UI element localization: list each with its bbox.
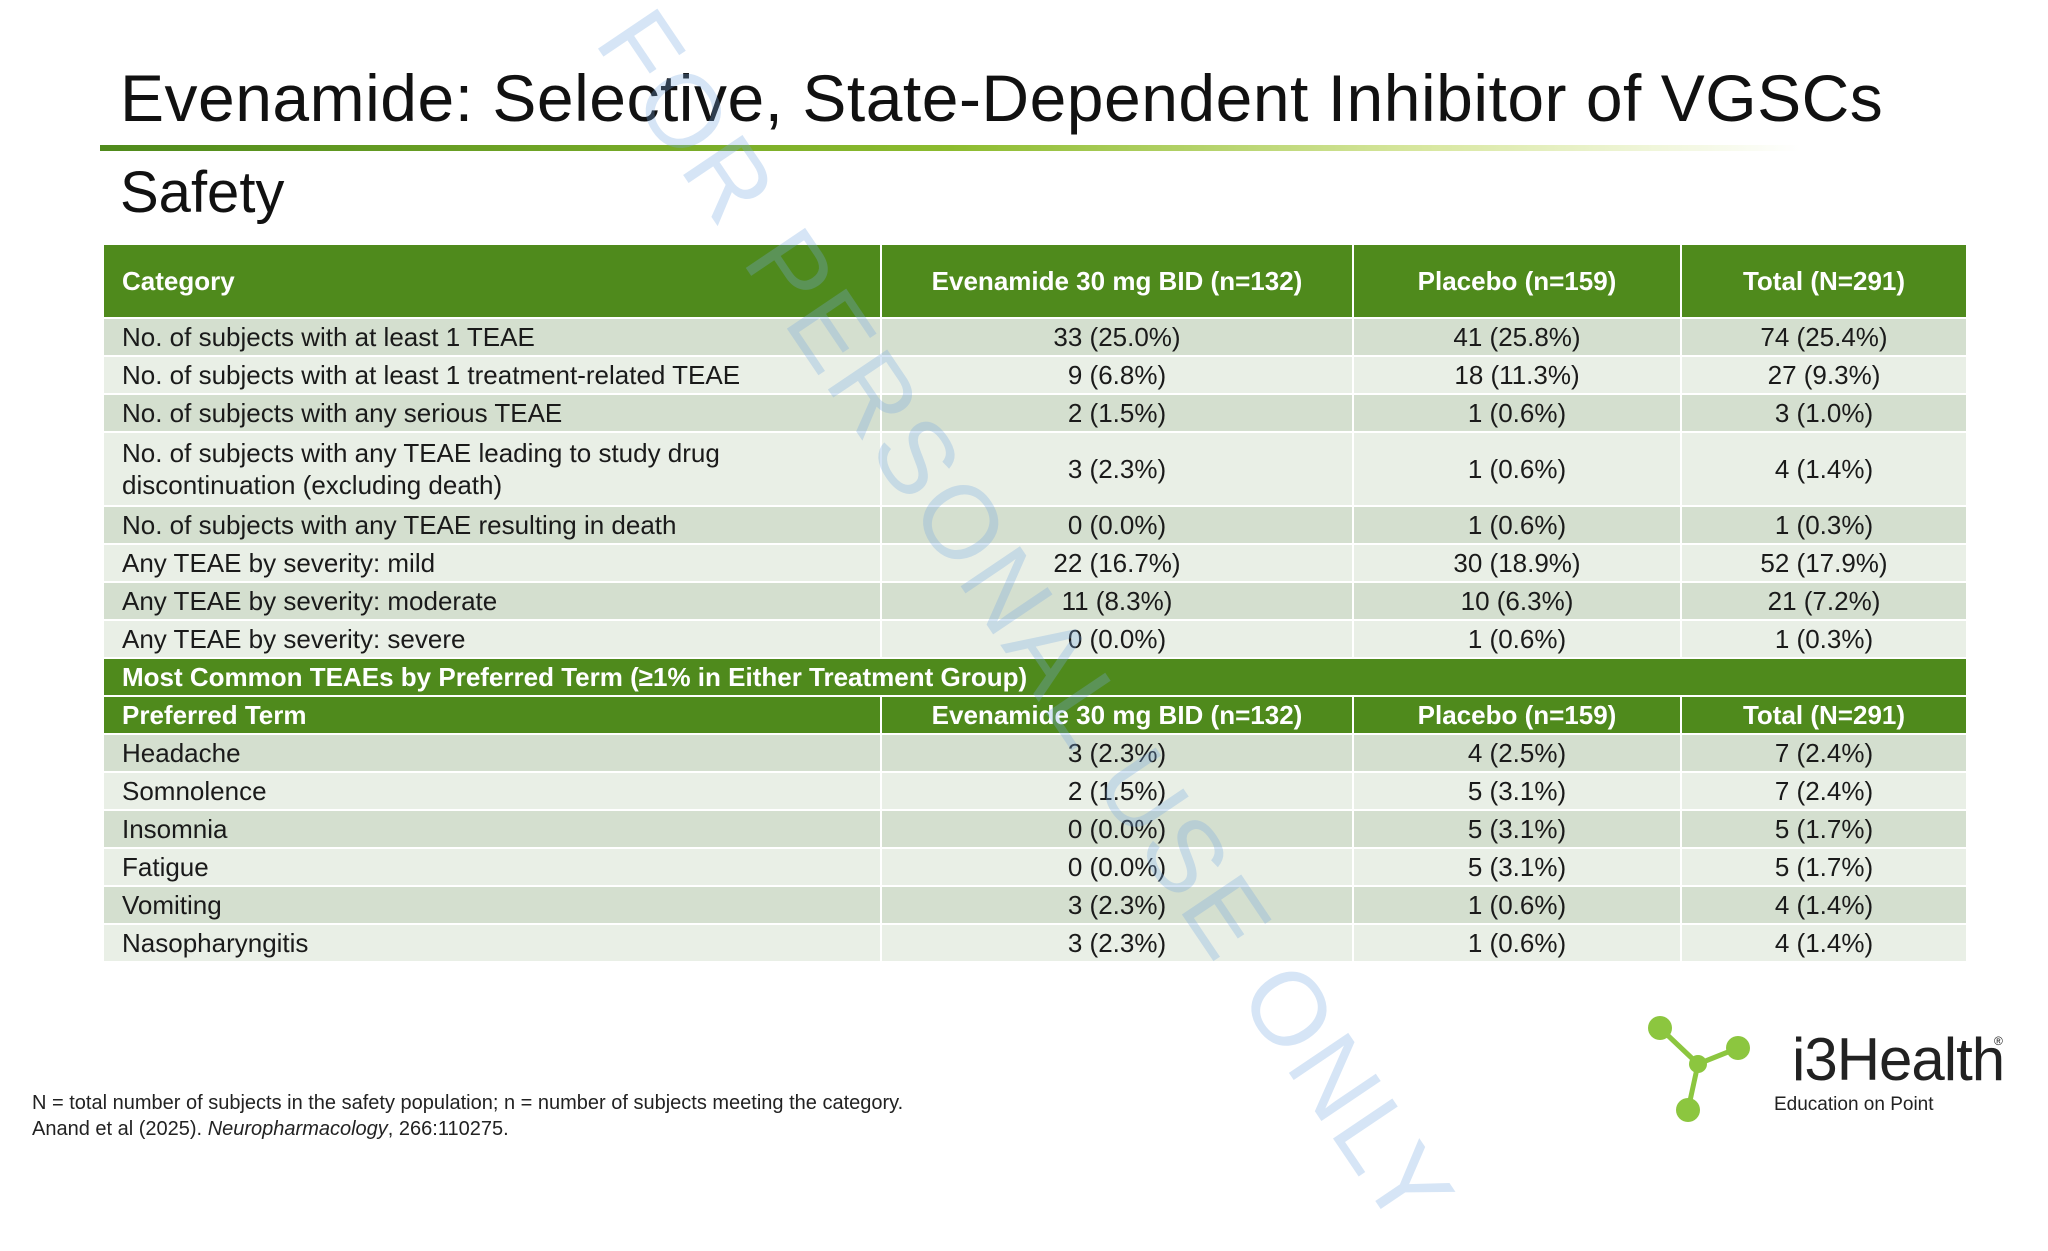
cell-placebo: 1 (0.6%) <box>1352 885 1682 925</box>
cell-evenamide: 3 (2.3%) <box>880 733 1354 773</box>
subheader-row: Preferred Term Evenamide 30 mg BID (n=13… <box>102 695 1968 735</box>
row-label: No. of subjects with any serious TEAE <box>102 393 882 433</box>
cell-total: 4 (1.4%) <box>1680 885 1968 925</box>
row-label: Vomiting <box>102 885 882 925</box>
logo-tagline: Education on Point <box>1774 1094 1934 1115</box>
table-row: Any TEAE by severity: moderate 11 (8.3%)… <box>102 581 1968 621</box>
cell-placebo: 1 (0.6%) <box>1352 431 1682 507</box>
header-total: Total (N=291) <box>1680 243 1968 319</box>
cell-evenamide: 33 (25.0%) <box>880 317 1354 357</box>
cell-placebo: 1 (0.6%) <box>1352 393 1682 433</box>
table-row: No. of subjects with at least 1 TEAE 33 … <box>102 317 1968 357</box>
table-row: No. of subjects with any TEAE leading to… <box>102 431 1968 507</box>
table-row: Fatigue 0 (0.0%) 5 (3.1%) 5 (1.7%) <box>102 847 1968 887</box>
header-evenamide: Evenamide 30 mg BID (n=132) <box>880 243 1354 319</box>
subheader-placebo: Placebo (n=159) <box>1352 695 1682 735</box>
molecule-logo-icon <box>1648 1016 1750 1122</box>
table-row: Headache 3 (2.3%) 4 (2.5%) 7 (2.4%) <box>102 733 1968 773</box>
cell-evenamide: 0 (0.0%) <box>880 619 1354 659</box>
table-row: No. of subjects with any TEAE resulting … <box>102 505 1968 545</box>
cell-placebo: 30 (18.9%) <box>1352 543 1682 583</box>
row-label: No. of subjects with at least 1 treatmen… <box>102 355 882 395</box>
row-label: No. of subjects with any TEAE resulting … <box>102 505 882 545</box>
header-category: Category <box>102 243 882 319</box>
row-label: Somnolence <box>102 771 882 811</box>
cell-total: 74 (25.4%) <box>1680 317 1968 357</box>
cell-total: 4 (1.4%) <box>1680 923 1968 963</box>
cell-evenamide: 11 (8.3%) <box>880 581 1354 621</box>
cell-placebo: 18 (11.3%) <box>1352 355 1682 395</box>
row-label: No. of subjects with any TEAE leading to… <box>102 431 882 507</box>
cell-total: 5 (1.7%) <box>1680 809 1968 849</box>
cell-placebo: 5 (3.1%) <box>1352 771 1682 811</box>
cell-evenamide: 22 (16.7%) <box>880 543 1354 583</box>
footnote-citation: Anand et al (2025). Neuropharmacology, 2… <box>32 1116 903 1142</box>
slide-title: Evenamide: Selective, State-Dependent In… <box>120 61 1884 135</box>
cell-placebo: 5 (3.1%) <box>1352 809 1682 849</box>
citation-authors: Anand et al (2025). <box>32 1118 208 1140</box>
safety-table: Category Evenamide 30 mg BID (n=132) Pla… <box>102 243 1968 963</box>
footnote-definitions: N = total number of subjects in the safe… <box>32 1092 904 1114</box>
table-row: Somnolence 2 (1.5%) 5 (3.1%) 7 (2.4%) <box>102 771 1968 811</box>
row-label: Any TEAE by severity: moderate <box>102 581 882 621</box>
cell-placebo: 10 (6.3%) <box>1352 581 1682 621</box>
table-row: No. of subjects with at least 1 treatmen… <box>102 355 1968 395</box>
citation-volume: , 266:110275. <box>387 1118 509 1140</box>
cell-placebo: 5 (3.1%) <box>1352 847 1682 887</box>
cell-evenamide: 2 (1.5%) <box>880 393 1354 433</box>
cell-total: 3 (1.0%) <box>1680 393 1968 433</box>
cell-total: 5 (1.7%) <box>1680 847 1968 887</box>
cell-total: 7 (2.4%) <box>1680 733 1968 773</box>
header-placebo: Placebo (n=159) <box>1352 243 1682 319</box>
logo-registered-mark: ® <box>1994 1034 2003 1048</box>
cell-evenamide: 2 (1.5%) <box>880 771 1354 811</box>
cell-evenamide: 3 (2.3%) <box>880 885 1354 925</box>
subheader-preferred-term: Preferred Term <box>102 695 882 735</box>
title-divider <box>100 145 1800 151</box>
table-row: Any TEAE by severity: mild 22 (16.7%) 30… <box>102 543 1968 583</box>
cell-evenamide: 0 (0.0%) <box>880 847 1354 887</box>
cell-total: 7 (2.4%) <box>1680 771 1968 811</box>
cell-total: 27 (9.3%) <box>1680 355 1968 395</box>
slide-subtitle: Safety <box>120 160 285 225</box>
table-header-row: Category Evenamide 30 mg BID (n=132) Pla… <box>102 243 1968 319</box>
row-label: Nasopharyngitis <box>102 923 882 963</box>
cell-total: 52 (17.9%) <box>1680 543 1968 583</box>
table-row: Any TEAE by severity: severe 0 (0.0%) 1 … <box>102 619 1968 659</box>
subheader-evenamide: Evenamide 30 mg BID (n=132) <box>880 695 1354 735</box>
cell-placebo: 1 (0.6%) <box>1352 923 1682 963</box>
table-row: Nasopharyngitis 3 (2.3%) 1 (0.6%) 4 (1.4… <box>102 923 1968 963</box>
cell-placebo: 1 (0.6%) <box>1352 619 1682 659</box>
cell-total: 21 (7.2%) <box>1680 581 1968 621</box>
footnote: N = total number of subjects in the safe… <box>32 1090 903 1142</box>
cell-placebo: 1 (0.6%) <box>1352 505 1682 545</box>
row-label: Fatigue <box>102 847 882 887</box>
cell-evenamide: 3 (2.3%) <box>880 923 1354 963</box>
cell-total: 4 (1.4%) <box>1680 431 1968 507</box>
row-label: Insomnia <box>102 809 882 849</box>
row-label: Any TEAE by severity: mild <box>102 543 882 583</box>
cell-evenamide: 0 (0.0%) <box>880 505 1354 545</box>
table-row: No. of subjects with any serious TEAE 2 … <box>102 393 1968 433</box>
row-label: Headache <box>102 733 882 773</box>
logo-wordmark: i3Health <box>1792 1026 2005 1093</box>
cell-evenamide: 9 (6.8%) <box>880 355 1354 395</box>
row-label: No. of subjects with at least 1 TEAE <box>102 317 882 357</box>
table-row: Insomnia 0 (0.0%) 5 (3.1%) 5 (1.7%) <box>102 809 1968 849</box>
row-label: Any TEAE by severity: severe <box>102 619 882 659</box>
cell-evenamide: 3 (2.3%) <box>880 431 1354 507</box>
cell-placebo: 41 (25.8%) <box>1352 317 1682 357</box>
table-row: Vomiting 3 (2.3%) 1 (0.6%) 4 (1.4%) <box>102 885 1968 925</box>
cell-evenamide: 0 (0.0%) <box>880 809 1354 849</box>
cell-total: 1 (0.3%) <box>1680 619 1968 659</box>
cell-placebo: 4 (2.5%) <box>1352 733 1682 773</box>
subheader-total: Total (N=291) <box>1680 695 1968 735</box>
cell-total: 1 (0.3%) <box>1680 505 1968 545</box>
citation-journal: Neuropharmacology <box>207 1118 388 1140</box>
section-title: Most Common TEAEs by Preferred Term (≥1%… <box>102 657 1968 697</box>
section-band-row: Most Common TEAEs by Preferred Term (≥1%… <box>102 657 1968 697</box>
